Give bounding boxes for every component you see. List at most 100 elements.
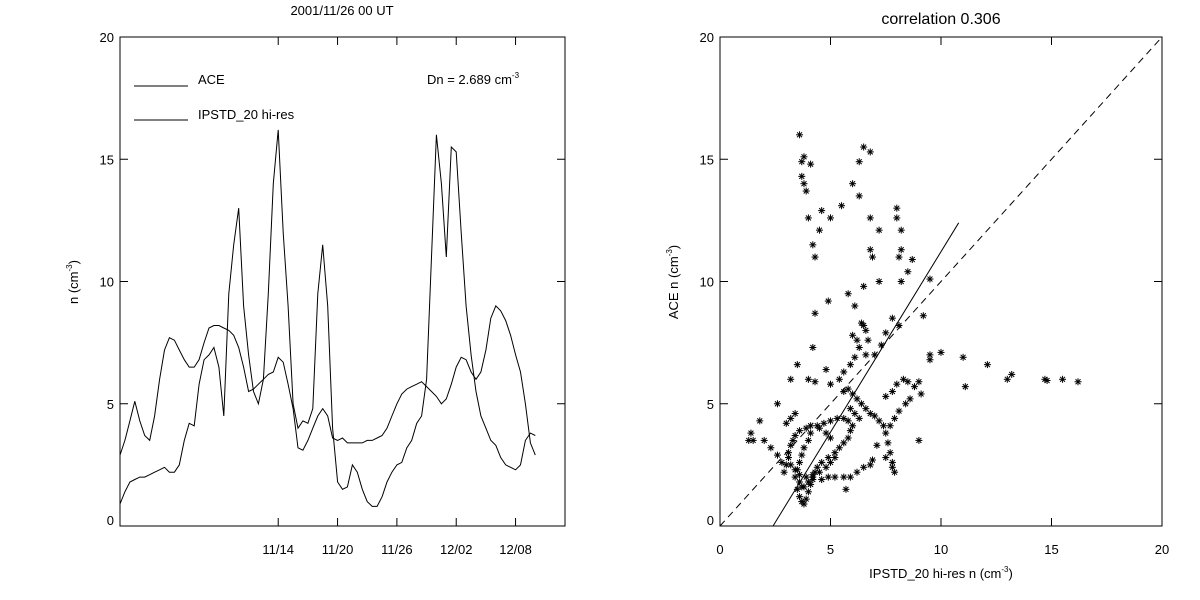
scatter-point: [815, 424, 823, 432]
scatter-point: [1059, 375, 1067, 383]
scatter-point: [815, 226, 823, 234]
scatter-point: [840, 414, 848, 422]
scatter-point: [822, 429, 830, 437]
scatter-x-tick-label: 20: [1155, 542, 1169, 557]
scatter-point: [860, 143, 868, 151]
scatter-point: [855, 158, 863, 166]
scatter-point: [915, 378, 923, 386]
scatter-point: [818, 476, 826, 484]
scatter-point: [800, 500, 808, 508]
scatter-point: [824, 297, 832, 305]
scatter-point: [908, 255, 916, 263]
scatter-point: [875, 278, 883, 285]
scatter-point: [747, 429, 755, 437]
scatter-point: [818, 207, 826, 215]
time-series-x-tick-label: 11/26: [381, 542, 413, 557]
scatter-point: [807, 429, 815, 437]
identity-line: [719, 36, 1163, 527]
time-series-y-tick-label: 10: [100, 275, 114, 290]
scatter-y-tick-label: 15: [700, 152, 714, 167]
scatter-point: [800, 180, 808, 188]
time-series-y-tick-label: 5: [107, 397, 114, 412]
scatter-point: [811, 309, 819, 317]
time-series-x-tick-label: 12/08: [499, 542, 532, 557]
series-line-ace: [119, 129, 536, 507]
time-series-y-tick-label: 0: [107, 513, 114, 528]
scatter-point: [749, 436, 757, 444]
scatter-point: [862, 326, 870, 334]
scatter-y-axis-label: ACE n (cm-3): [665, 245, 681, 319]
scatter-point: [773, 451, 781, 459]
scatter-point: [846, 361, 854, 369]
scatter-point: [835, 444, 843, 452]
scatter-point: [782, 461, 790, 469]
scatter-point: [910, 383, 918, 391]
scatter-point: [798, 451, 806, 459]
scatter-point: [793, 466, 801, 474]
scatter-point: [902, 400, 910, 408]
scatter-point: [864, 336, 872, 344]
scatter-point: [868, 253, 876, 261]
scatter-point: [888, 314, 896, 322]
scatter-point: [818, 458, 826, 466]
scatter-point: [849, 331, 857, 339]
scatter-point: [809, 471, 817, 479]
scatter-point: [851, 302, 859, 310]
scatter-point: [838, 202, 846, 210]
scatter-point: [897, 246, 905, 254]
scatter-point: [840, 439, 848, 447]
scatter-point: [897, 226, 905, 234]
scatter-point: [787, 441, 795, 449]
scatter-x-tick-label: 5: [827, 542, 834, 557]
scatter-point: [831, 473, 839, 481]
scatter-point: [773, 400, 781, 408]
time-series-x-tick-label: 11/14: [262, 542, 294, 557]
scatter-point: [866, 246, 874, 254]
scatter-x-tick-label: 10: [934, 542, 948, 557]
scatter-point: [840, 368, 848, 376]
scatter-point: [926, 275, 934, 283]
scatter-point: [767, 444, 775, 452]
scatter-point: [886, 422, 894, 430]
scatter-point: [853, 468, 861, 476]
scatter-point: [917, 390, 925, 398]
scatter-point: [793, 361, 801, 369]
scatter-y-tick-label: 0: [707, 513, 714, 528]
time-series-x-tick-label: 12/02: [440, 542, 473, 557]
scatter-point: [842, 485, 850, 493]
scatter-point: [787, 414, 795, 422]
scatter-point: [789, 436, 797, 444]
scatter-point: [888, 388, 896, 396]
scatter-point: [1003, 375, 1011, 383]
scatter-y-axis-label-exponent: -3: [665, 249, 674, 257]
scatter-x-ticks: 0 5 10 15 20: [716, 37, 1169, 557]
scatter-point: [798, 172, 806, 180]
scatter-point: [871, 351, 879, 359]
scatter-point: [782, 419, 790, 427]
scatter-point: [882, 392, 890, 400]
scatter-point: [937, 348, 945, 356]
scatter-point: [827, 417, 834, 425]
time-series-y-axis-label-exponent: -3: [65, 264, 74, 272]
scatter-point: [855, 192, 863, 200]
scatter-y-axis-label-end: ): [666, 245, 681, 249]
scatter-point: [796, 458, 804, 466]
scatter-point: [886, 449, 894, 457]
scatter-point: [857, 400, 865, 408]
scatter-point: [866, 148, 874, 156]
scatter-point: [844, 385, 852, 393]
time-series-chart: 2001/11/26 00 UT 0 5 10 15 20 11/14 11/20 11/2…: [65, 3, 566, 557]
scatter-point: [983, 361, 991, 369]
scatter-point: [895, 253, 903, 261]
scatter-point: [919, 312, 927, 320]
scatter-point: [860, 282, 868, 290]
scatter-point: [802, 495, 810, 503]
scatter-x-axis-label-end: ): [1008, 566, 1012, 581]
scatter-x-axis-label-exponent: -3: [1001, 565, 1009, 574]
scatter-point: [849, 422, 857, 430]
scatter-point: [891, 414, 899, 422]
scatter-point: [895, 407, 903, 415]
scatter-point: [804, 436, 812, 444]
scatter-point: [796, 427, 804, 435]
scatter-point: [811, 378, 819, 386]
